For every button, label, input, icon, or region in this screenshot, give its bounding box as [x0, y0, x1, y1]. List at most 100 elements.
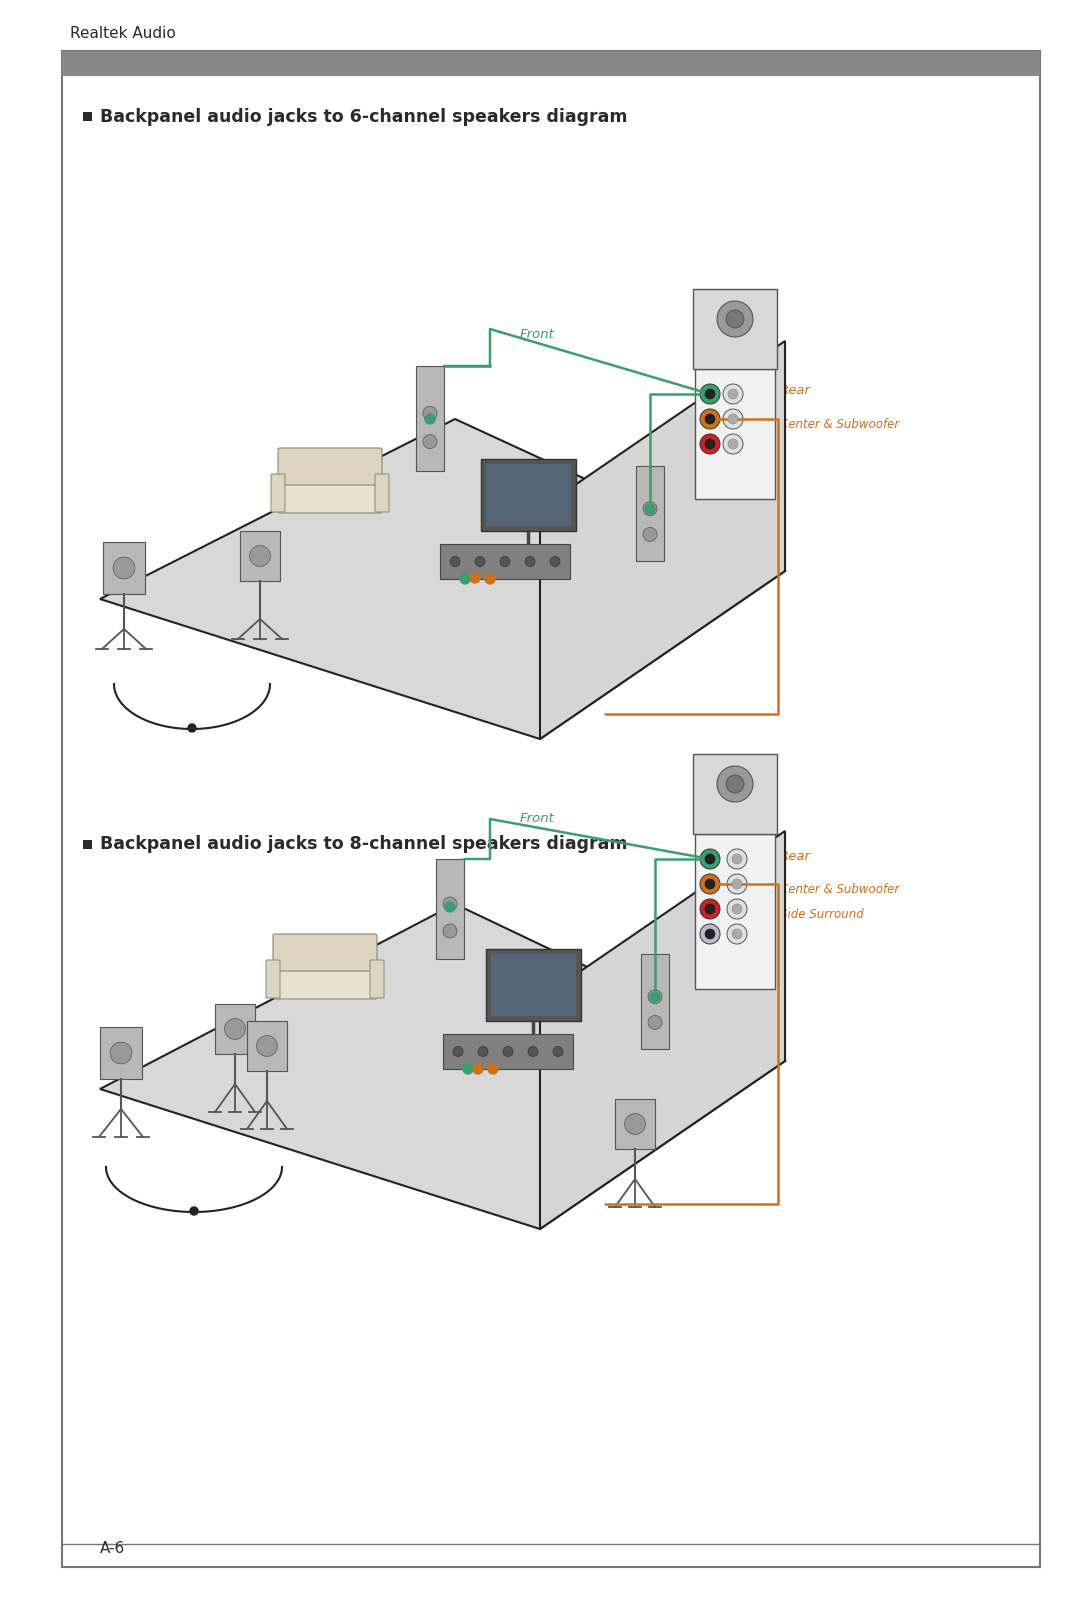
Bar	[615, 1099, 654, 1149]
Circle shape	[470, 573, 480, 583]
Text: Center & Subwoofer: Center & Subwoofer	[780, 882, 900, 895]
Polygon shape	[100, 419, 785, 738]
Circle shape	[717, 766, 753, 801]
Circle shape	[732, 903, 742, 915]
Bar	[693, 754, 777, 834]
Bar	[416, 366, 444, 471]
Text: Center & Subwoofer: Center & Subwoofer	[780, 418, 900, 431]
Circle shape	[503, 1046, 513, 1057]
Circle shape	[727, 874, 747, 894]
Circle shape	[728, 414, 738, 424]
Text: Rear: Rear	[780, 384, 811, 398]
Circle shape	[700, 848, 720, 869]
Circle shape	[463, 1064, 473, 1073]
Bar	[240, 531, 280, 581]
Bar	[443, 1035, 573, 1069]
Bar	[481, 460, 576, 531]
Circle shape	[705, 414, 715, 424]
Circle shape	[643, 502, 657, 516]
Text: Backpanel audio jacks to 8-channel speakers diagram: Backpanel audio jacks to 8-channel speak…	[100, 835, 627, 853]
Text: Rear: Rear	[780, 850, 811, 863]
FancyBboxPatch shape	[370, 960, 384, 997]
Circle shape	[700, 410, 720, 429]
Circle shape	[473, 1064, 483, 1073]
Circle shape	[500, 557, 510, 567]
Circle shape	[525, 557, 535, 567]
FancyBboxPatch shape	[266, 960, 280, 997]
Circle shape	[723, 410, 743, 429]
Bar	[436, 860, 464, 958]
Circle shape	[700, 874, 720, 894]
Bar	[62, 52, 1040, 76]
Circle shape	[705, 439, 715, 448]
Circle shape	[624, 1114, 646, 1135]
Bar	[510, 546, 546, 550]
Circle shape	[225, 1018, 245, 1039]
Circle shape	[700, 434, 720, 453]
Circle shape	[528, 1046, 538, 1057]
Circle shape	[648, 1015, 662, 1030]
Circle shape	[445, 902, 455, 911]
Circle shape	[728, 439, 738, 448]
Circle shape	[553, 1046, 563, 1057]
Polygon shape	[540, 831, 785, 1229]
Circle shape	[732, 879, 742, 889]
Circle shape	[700, 384, 720, 405]
FancyBboxPatch shape	[273, 934, 377, 971]
FancyBboxPatch shape	[278, 479, 382, 513]
Circle shape	[700, 924, 720, 944]
Circle shape	[705, 929, 715, 939]
Circle shape	[488, 1064, 498, 1073]
Circle shape	[705, 853, 715, 865]
Circle shape	[443, 924, 457, 937]
Circle shape	[423, 434, 437, 448]
Circle shape	[705, 879, 715, 889]
Bar	[247, 1022, 287, 1072]
Text: Side Surround: Side Surround	[780, 908, 864, 921]
Polygon shape	[540, 342, 785, 738]
Circle shape	[723, 384, 743, 405]
Circle shape	[478, 1046, 488, 1057]
Circle shape	[728, 389, 738, 398]
Bar	[491, 954, 576, 1017]
Circle shape	[723, 434, 743, 453]
Circle shape	[648, 989, 662, 1004]
Circle shape	[423, 406, 437, 421]
Circle shape	[453, 1046, 463, 1057]
Circle shape	[727, 924, 747, 944]
Text: Realtek Audio: Realtek Audio	[70, 26, 176, 40]
Circle shape	[485, 575, 495, 584]
Bar	[440, 544, 570, 580]
Circle shape	[732, 929, 742, 939]
Circle shape	[450, 557, 460, 567]
Circle shape	[113, 557, 135, 580]
Circle shape	[700, 899, 720, 920]
Bar	[83, 112, 92, 121]
Circle shape	[650, 992, 660, 1002]
Circle shape	[705, 389, 715, 398]
Bar	[696, 369, 775, 499]
Circle shape	[726, 776, 744, 793]
Circle shape	[190, 1208, 198, 1214]
Bar	[693, 290, 777, 369]
Circle shape	[443, 897, 457, 911]
Circle shape	[645, 504, 654, 513]
Circle shape	[257, 1036, 278, 1057]
Circle shape	[705, 903, 715, 915]
Circle shape	[732, 853, 742, 865]
Circle shape	[460, 575, 470, 584]
Circle shape	[727, 899, 747, 920]
FancyBboxPatch shape	[271, 474, 285, 512]
Bar	[515, 1035, 551, 1041]
FancyBboxPatch shape	[273, 965, 377, 999]
Circle shape	[643, 528, 657, 541]
Bar	[486, 949, 581, 1022]
Bar	[486, 465, 571, 526]
FancyBboxPatch shape	[278, 448, 382, 486]
Circle shape	[717, 301, 753, 337]
Polygon shape	[100, 903, 785, 1229]
Circle shape	[188, 724, 195, 732]
Circle shape	[110, 1043, 132, 1064]
Text: Backpanel audio jacks to 6-channel speakers diagram: Backpanel audio jacks to 6-channel speak…	[100, 108, 627, 126]
Bar	[636, 466, 664, 562]
